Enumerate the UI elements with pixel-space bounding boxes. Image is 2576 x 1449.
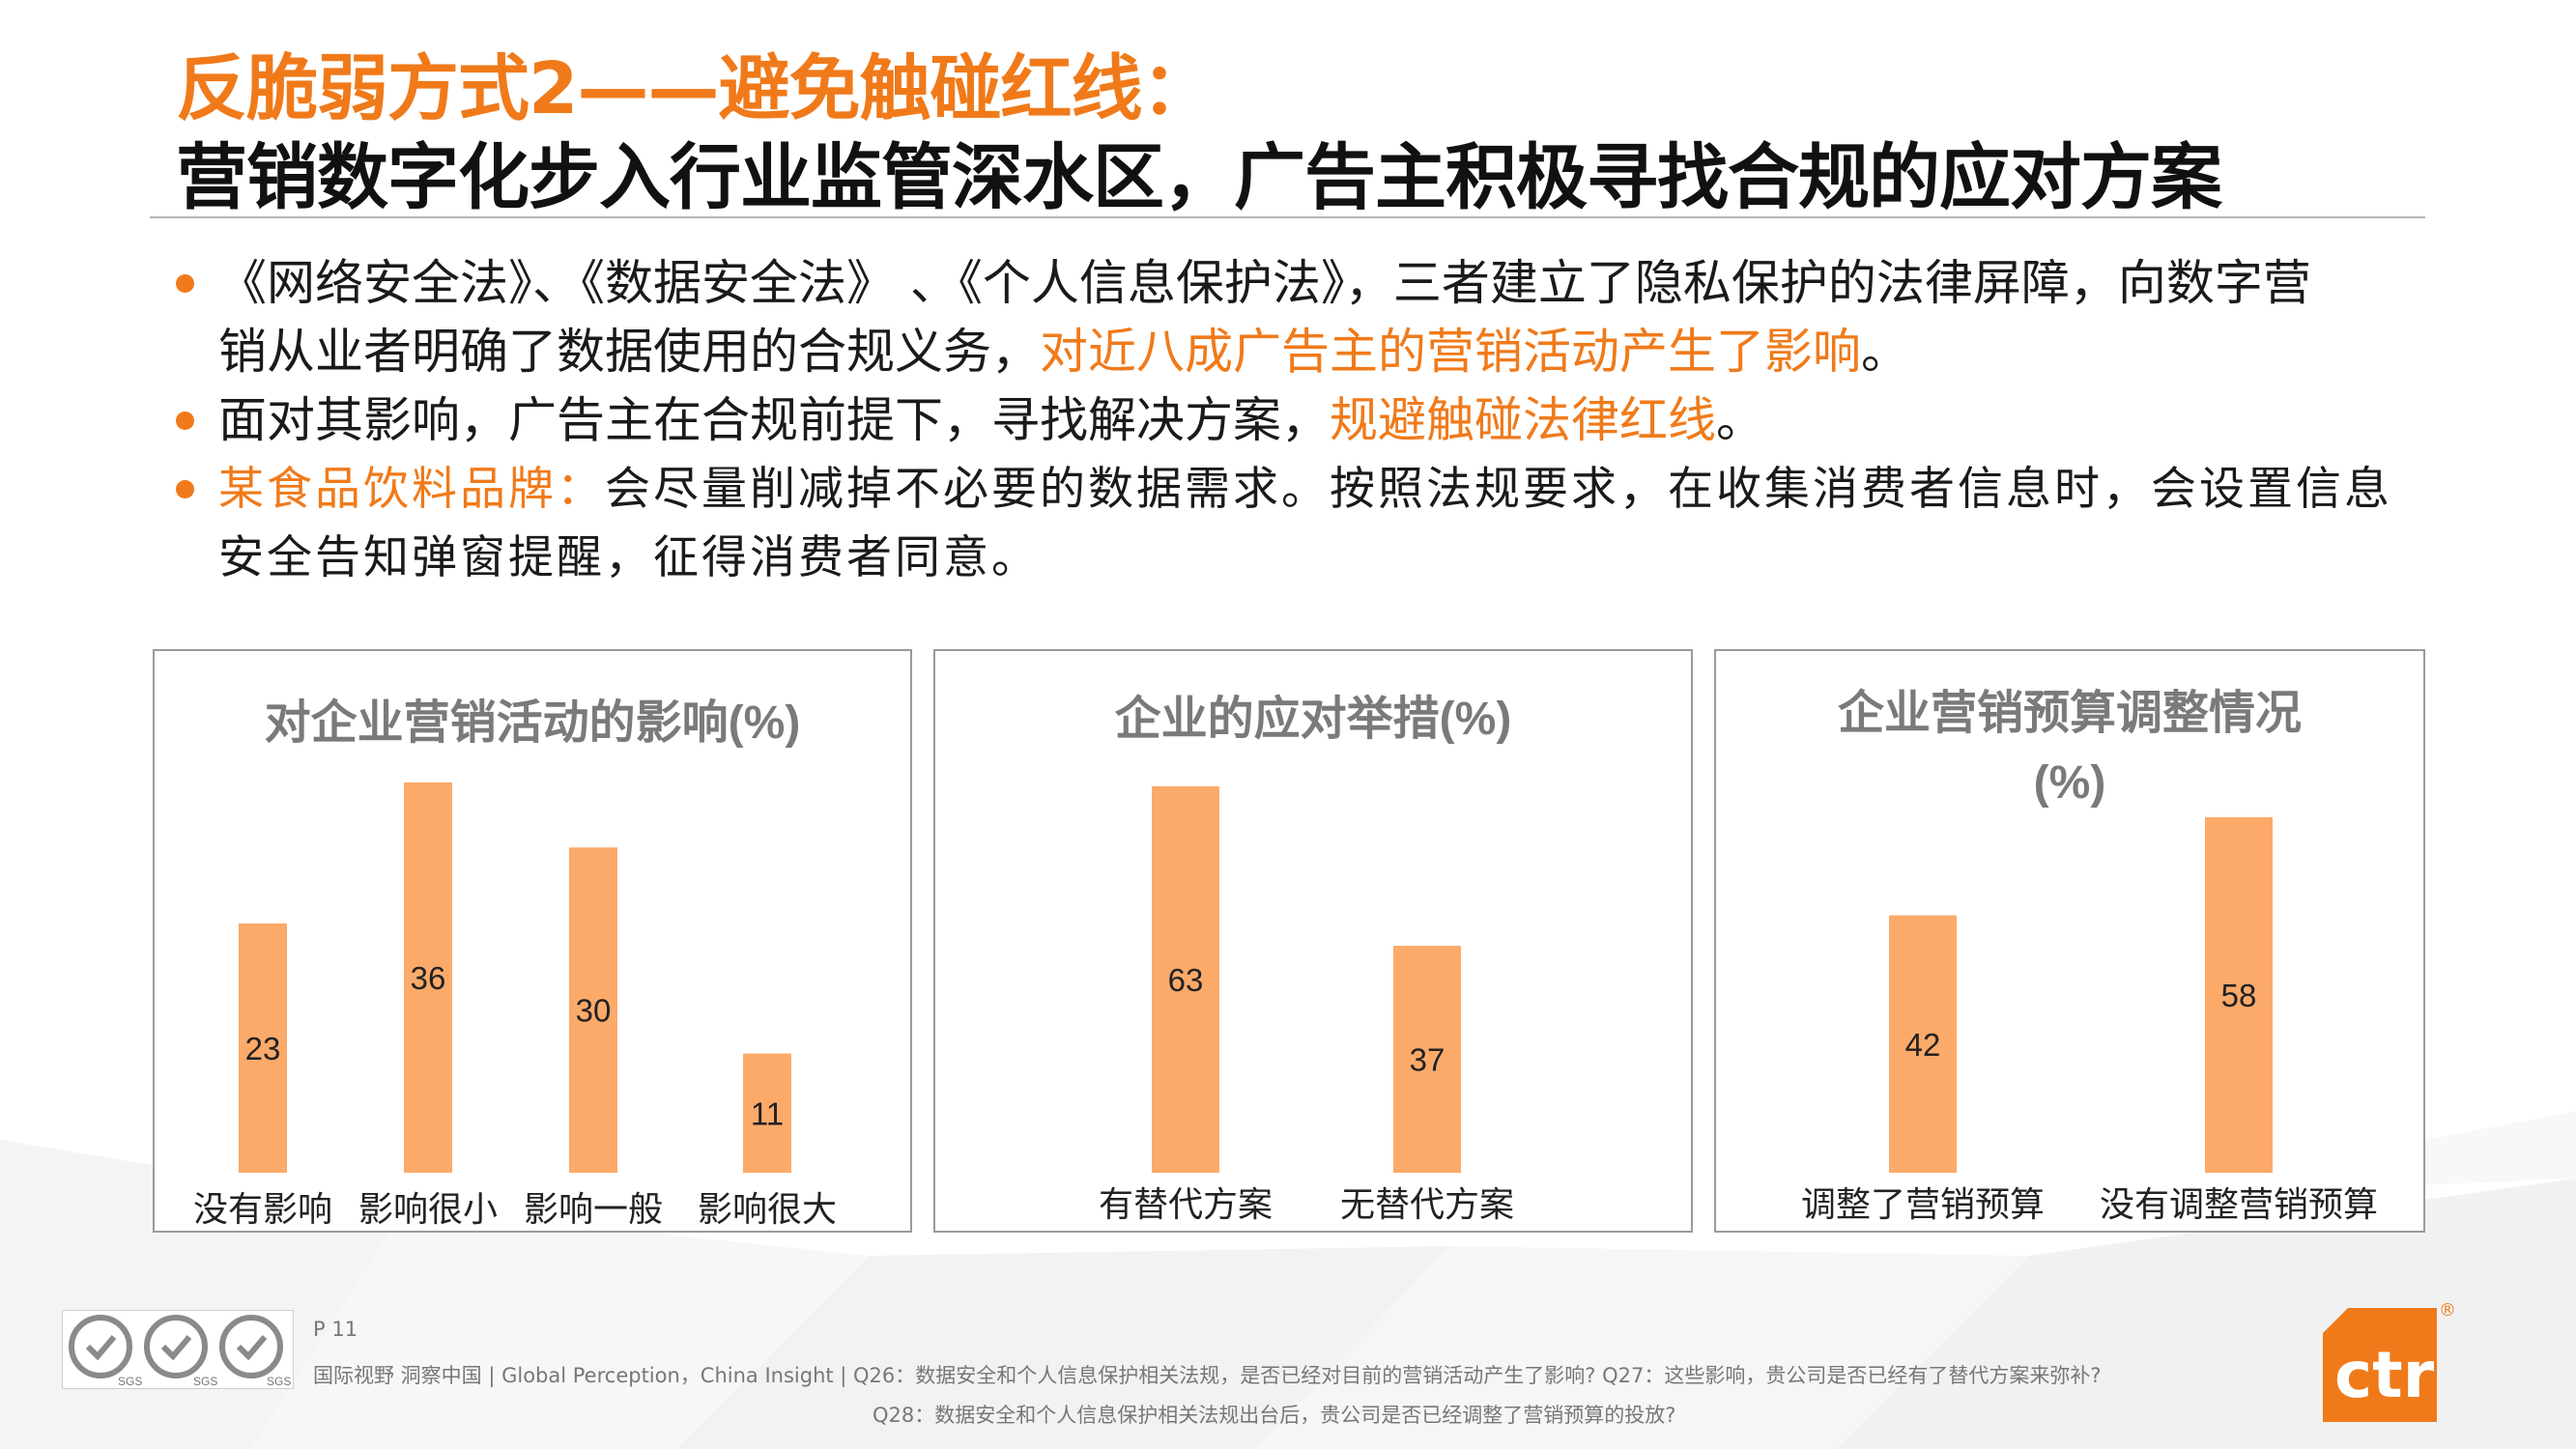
chart-bar [2205, 817, 2273, 1173]
chart-bar [569, 847, 617, 1173]
chart-bar [743, 1053, 791, 1173]
page-title-line1: 反脆弱方式2——避免触碰红线： [176, 47, 1213, 130]
bullet-text-end: 。 [1716, 392, 1764, 448]
bullet-dot [176, 480, 194, 498]
badge-label: SGS [267, 1375, 291, 1388]
ctr-logo-text: ctr [2334, 1338, 2435, 1412]
category-label: 调整了营销预算 [1801, 1184, 2045, 1224]
category-label: 无替代方案 [1340, 1184, 1514, 1224]
certification-badges: SGS SGS SGS [62, 1310, 294, 1389]
bullet-text-line: 销从业者明确了数据使用的合规义务，对近八成广告主的营销活动产生了影响。 [218, 318, 2418, 386]
bullet-highlight: 规避触碰法律红线 [1330, 392, 1716, 448]
bullet-highlight: 对近八成广告主的营销活动产生了影响 [1040, 324, 1861, 380]
bullet-item-case: 某食品饮料品牌：会尽量削减掉不必要的数据需求。按照法规要求，在收集消费者信息时，… [176, 455, 2418, 592]
category-label: 没有影响 [193, 1189, 332, 1229]
impact-bar-chart: 对企业营销活动的影响(%) 23 没有影响 36 影响很小 30 影响一般 11 影响很大 [193, 697, 837, 1229]
chart-panel-measures: 企业的应对举措(%) 63 有替代方案 37 无替代方案 [933, 649, 1693, 1233]
bar-value-label: 58 [2221, 978, 2257, 1013]
badge-label: SGS [193, 1375, 217, 1388]
ctr-logo: ctr ® [2323, 1300, 2454, 1422]
chart-bar [1889, 915, 1957, 1173]
category-label: 影响很小 [358, 1189, 498, 1229]
title-divider [150, 216, 2425, 218]
bullet-item-laws: 《网络安全法》、《数据安全法》 、《个人信息保护法》，三者建立了隐私保护的法律屏… [176, 249, 2418, 386]
chart-bar [239, 923, 287, 1173]
bar-value-label: 42 [1905, 1027, 1941, 1063]
bullet-text: 销从业者明确了数据使用的合规义务， [218, 324, 1040, 380]
category-label: 影响一般 [524, 1189, 663, 1229]
chart-title: 企业营销预算调整情况 [1838, 688, 2302, 739]
chart-bar [404, 782, 452, 1173]
badge-label: SGS [118, 1375, 142, 1388]
bullet-text-line: 面对其影响，广告主在合规前提下，寻找解决方案，规避触碰法律红线。 [218, 386, 2418, 455]
chart-bar [1152, 786, 1219, 1173]
bullet-text-end: 。 [1861, 324, 1909, 380]
chart-subtitle: (%) [2034, 757, 2106, 809]
bullet-text-line: 《网络安全法》、《数据安全法》 、《个人信息保护法》，三者建立了隐私保护的法律屏… [218, 255, 2311, 311]
chart-title: 企业的应对举措(%) [1115, 694, 1512, 745]
budget-bar-chart: 企业营销预算调整情况 (%) 42 调整了营销预算 58 没有调整营销预算 [1801, 688, 2378, 1224]
page-number: P 11 [313, 1318, 358, 1341]
bar-value-label: 36 [411, 960, 446, 996]
bar-value-label: 30 [576, 993, 612, 1029]
category-label: 有替代方案 [1099, 1184, 1273, 1224]
category-label: 没有调整营销预算 [2100, 1184, 2378, 1224]
bullet-text: 会尽量削减掉不必要的数据需求。按照法规要求，在收集消费者信息时，会设置信息 [605, 463, 2392, 516]
chart-panel-budget: 企业营销预算调整情况 (%) 42 调整了营销预算 58 没有调整营销预算 [1714, 649, 2425, 1233]
footer-source-line2: Q28：数据安全和个人信息保护相关法规出台后，贵公司是否已经调整了营销预算的投放… [873, 1404, 1676, 1427]
chart-title: 对企业营销活动的影响(%) [265, 697, 801, 749]
chart-panel-impact: 对企业营销活动的影响(%) 23 没有影响 36 影响很小 30 影响一般 11 影响很大 [153, 649, 912, 1233]
bar-value-label: 23 [245, 1031, 281, 1066]
chart-bar [1393, 946, 1461, 1173]
bar-value-label: 11 [751, 1095, 784, 1131]
bar-value-label: 63 [1168, 962, 1204, 998]
bullet-text-line: 安全告知弹窗提醒，征得消费者同意。 [218, 531, 1040, 584]
measures-bar-chart: 企业的应对举措(%) 63 有替代方案 37 无替代方案 [1099, 694, 1514, 1224]
bullet-text: 面对其影响，广告主在合规前提下，寻找解决方案， [218, 392, 1330, 448]
bullet-dot [176, 274, 194, 293]
sgs-badge-1: SGS [69, 1315, 142, 1388]
bullet-item-response: 面对其影响，广告主在合规前提下，寻找解决方案，规避触碰法律红线。 [176, 386, 2418, 455]
registered-mark: ® [2439, 1300, 2454, 1321]
page-title-line2: 营销数字化步入行业监管深水区，广告主积极寻找合规的应对方案 [176, 136, 2222, 219]
bullet-text-line: 某食品饮料品牌：会尽量削减掉不必要的数据需求。按照法规要求，在收集消费者信息时，… [218, 455, 2418, 524]
category-label: 影响很大 [698, 1189, 837, 1229]
bullet-list: 《网络安全法》、《数据安全法》 、《个人信息保护法》，三者建立了隐私保护的法律屏… [176, 249, 2418, 592]
sgs-badge-3: SGS [219, 1315, 291, 1388]
footer-source-line1: 国际视野 洞察中国 | Global Perception，China Insi… [313, 1364, 2102, 1387]
sgs-badge-2: SGS [144, 1315, 217, 1388]
case-brand-label: 某食品饮料品牌： [218, 463, 605, 516]
bullet-dot [176, 412, 194, 430]
bar-value-label: 37 [1410, 1042, 1445, 1078]
